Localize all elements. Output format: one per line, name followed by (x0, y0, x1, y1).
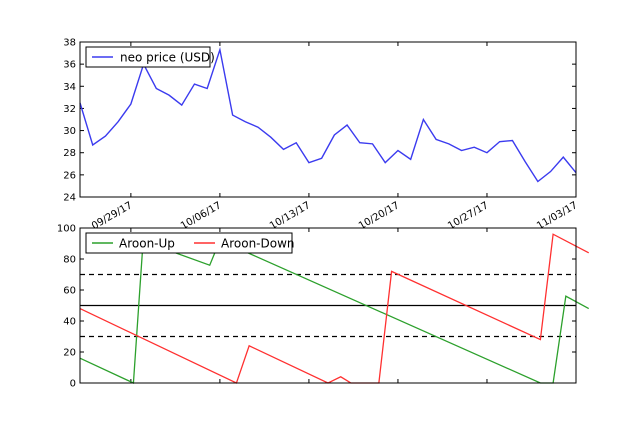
price-legend: neo price (USD) (85, 46, 215, 68)
aroon-y-tick-label: 80 (63, 255, 76, 266)
price-y-tick-label: 24 (63, 193, 76, 204)
aroon-y-tick-label: 20 (63, 348, 76, 359)
aroon-legend-box (85, 232, 293, 254)
price-x-tick-label: 10/13/17 (268, 200, 312, 232)
price-y-tick-label: 32 (63, 104, 76, 115)
price-x-tick-label: 10/27/17 (446, 200, 490, 232)
aroon-chart: 0 20 40 60 80 100 Aroon-Up Aroon-Down (57, 224, 590, 390)
aroon-y-tick-label: 60 (63, 286, 76, 297)
price-y-tick-label: 28 (63, 148, 76, 159)
price-legend-label: neo price (USD) (120, 51, 215, 65)
price-chart: 24 26 28 30 32 34 36 38 09/29/17 10/06/17 10/13/1… (63, 38, 579, 233)
price-series-line (79, 46, 577, 183)
price-y-tick-label: 36 (63, 60, 76, 71)
price-legend-box (85, 46, 211, 68)
price-y-tick-label: 26 (63, 170, 76, 181)
aroon-legend: Aroon-Up Aroon-Down (85, 232, 295, 254)
aroon-y-tick-label: 100 (57, 224, 76, 235)
aroon-y-axis: 0 20 40 60 80 100 (57, 224, 577, 390)
aroon-y-tick-label: 0 (70, 379, 76, 390)
price-plot-border (79, 41, 577, 198)
price-x-tick-label: 11/03/17 (535, 200, 579, 232)
price-series-group (79, 46, 577, 183)
price-plot-area (79, 41, 577, 198)
price-y-tick-label: 38 (63, 38, 76, 49)
price-y-tick-label: 34 (63, 82, 76, 93)
aroon-reference-lines (80, 273, 576, 338)
price-x-tick-label: 10/06/17 (179, 200, 223, 232)
price-x-tick-label: 09/29/17 (90, 200, 134, 232)
price-x-tick-label: 10/20/17 (357, 200, 401, 232)
aroon-y-tick-label: 40 (63, 317, 76, 328)
aroon-plot-border (79, 227, 577, 384)
aroon-up-legend-label: Aroon-Up (119, 237, 175, 251)
aroon-down-legend-label: Aroon-Down (221, 237, 295, 251)
price-y-tick-label: 30 (63, 126, 76, 137)
